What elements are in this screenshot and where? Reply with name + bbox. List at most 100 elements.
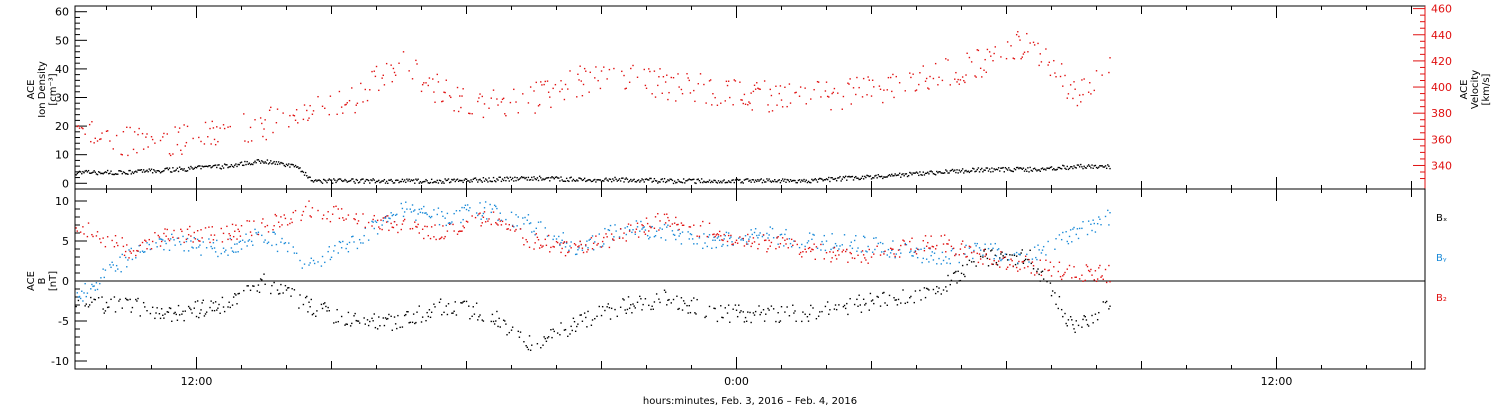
b-point — [509, 229, 512, 231]
b-point — [894, 256, 896, 259]
b-point — [740, 239, 742, 241]
density-point — [362, 178, 364, 180]
b-point — [784, 233, 786, 236]
density-point — [488, 177, 490, 179]
density-point — [491, 180, 494, 183]
velocity-point — [355, 104, 357, 106]
b-point — [826, 301, 829, 303]
density-point — [126, 173, 128, 175]
velocity-point — [1010, 45, 1012, 47]
density-point — [933, 173, 936, 175]
b-point — [752, 312, 755, 314]
density-point — [790, 180, 793, 182]
b-point — [266, 224, 269, 227]
b-point — [331, 213, 334, 215]
density-point — [506, 176, 508, 178]
density-point — [736, 178, 739, 181]
velocity-point — [856, 76, 858, 79]
b-point — [911, 255, 913, 257]
velocity-point — [137, 133, 139, 136]
b-point — [495, 320, 497, 322]
b-point — [597, 242, 599, 245]
density-point — [149, 169, 152, 172]
b-point — [491, 208, 494, 210]
density-point — [630, 178, 632, 181]
b-point — [403, 218, 406, 221]
density-point — [213, 164, 216, 167]
b-point — [135, 298, 137, 301]
b-point — [823, 258, 825, 260]
density-point — [517, 179, 519, 181]
density-point — [895, 174, 897, 177]
velocity-point — [488, 107, 490, 109]
density-point — [759, 179, 761, 181]
density-point — [645, 178, 648, 180]
b-point — [322, 303, 325, 305]
b-point — [754, 228, 757, 230]
b-point — [412, 313, 415, 315]
b-point — [913, 251, 915, 254]
b-point — [424, 212, 426, 214]
b-point — [1041, 249, 1044, 251]
b-point — [378, 226, 380, 228]
b-point — [173, 239, 175, 241]
b-point — [382, 219, 384, 222]
b-point — [786, 306, 788, 308]
density-point — [705, 181, 707, 184]
b-point — [291, 287, 293, 290]
b-point — [946, 290, 948, 292]
b-point — [1049, 282, 1052, 284]
density-point — [635, 181, 638, 183]
b-point — [357, 320, 360, 322]
b-point — [777, 312, 779, 314]
density-point — [1057, 166, 1059, 169]
b-point — [81, 290, 83, 292]
velocity-point — [862, 77, 865, 80]
b-point — [696, 235, 698, 237]
b-point — [246, 220, 248, 222]
b-point — [376, 219, 379, 222]
density-point — [535, 178, 537, 181]
velocity-point — [595, 66, 597, 68]
density-point — [1027, 167, 1029, 169]
velocity-point — [837, 92, 839, 94]
density-point — [554, 176, 557, 179]
b-point — [936, 285, 938, 288]
density-point — [408, 178, 410, 181]
velocity-point — [1049, 74, 1052, 77]
b-point — [358, 322, 361, 324]
density-point — [552, 176, 554, 179]
b-point — [1071, 241, 1073, 243]
b-point — [1028, 261, 1030, 263]
b-point — [106, 236, 109, 238]
velocity-point — [813, 88, 815, 91]
velocity-point — [743, 93, 746, 96]
b-point — [493, 323, 496, 325]
b-point — [518, 336, 521, 338]
density-point — [402, 180, 405, 183]
b-point — [480, 225, 482, 227]
velocity-point — [681, 92, 684, 95]
b-point — [983, 250, 985, 252]
b-point — [1048, 269, 1050, 271]
top-right-ylabel-line: Velocity — [1470, 70, 1481, 109]
b-point — [451, 221, 453, 223]
density-point — [135, 170, 137, 172]
b-point — [466, 204, 469, 206]
b-point — [753, 231, 756, 234]
b-point — [160, 240, 163, 243]
density-point — [762, 179, 765, 181]
b-point — [1084, 315, 1086, 318]
density-point — [861, 175, 864, 178]
density-point — [679, 181, 681, 183]
b-point — [129, 298, 131, 301]
b-point — [623, 299, 625, 301]
density-point — [727, 180, 730, 182]
b-point — [92, 285, 94, 288]
b-point — [950, 249, 953, 252]
density-point — [316, 180, 318, 182]
velocity-point — [138, 127, 140, 130]
density-point — [364, 180, 366, 182]
b-point — [1037, 268, 1039, 270]
